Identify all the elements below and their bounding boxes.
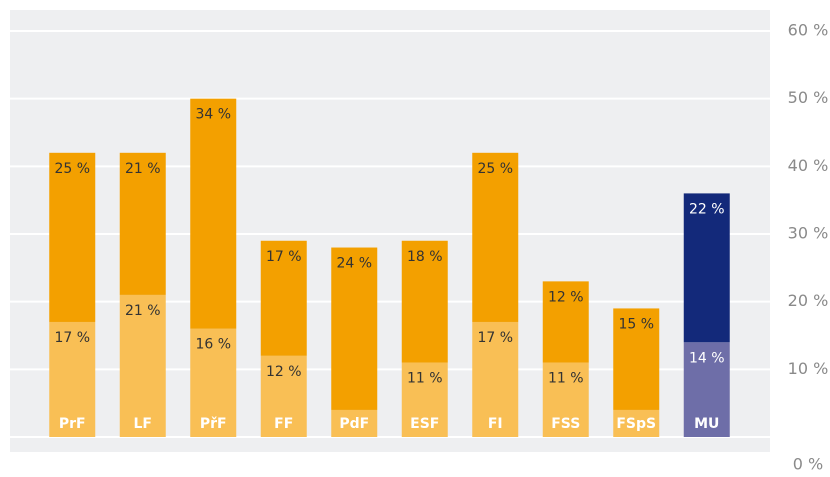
category-label: LF xyxy=(134,416,152,432)
bar-segment xyxy=(683,193,730,343)
bar-segment xyxy=(119,152,166,295)
data-label: 12 % xyxy=(266,364,302,380)
data-label: 25 % xyxy=(54,161,90,177)
data-label: 25 % xyxy=(477,161,513,177)
y-tick-label: 40 % xyxy=(788,156,829,175)
data-label: 17 % xyxy=(266,249,302,265)
bar-segment xyxy=(472,152,519,322)
bar-segment xyxy=(260,355,307,437)
category-label: FSS xyxy=(551,416,580,432)
bar-segment xyxy=(49,321,96,437)
data-label: 34 % xyxy=(195,107,231,123)
bar-segment xyxy=(190,328,237,437)
data-label: 12 % xyxy=(548,289,584,305)
bar-segment xyxy=(260,240,307,356)
category-label: MU xyxy=(694,416,719,432)
category-label: FSpS xyxy=(616,416,656,432)
category-label: PdF xyxy=(339,416,369,432)
category-label: FF xyxy=(274,416,293,432)
bar-segment xyxy=(190,98,237,329)
bar-segment xyxy=(683,342,730,437)
bar-segment xyxy=(331,247,378,410)
data-label: 18 % xyxy=(407,249,443,265)
category-label: PřF xyxy=(200,416,227,432)
bar-segment xyxy=(613,308,660,410)
category-label: PrF xyxy=(59,416,86,432)
data-label: 11 % xyxy=(407,371,443,387)
bar-segment xyxy=(613,409,660,437)
y-tick-label: 50 % xyxy=(788,88,829,107)
bar-segment xyxy=(331,409,378,437)
bar-segment xyxy=(401,362,448,437)
data-label: 14 % xyxy=(689,350,725,366)
bar-segment xyxy=(542,281,589,363)
bar-segment xyxy=(49,152,96,322)
y-tick-label: 30 % xyxy=(788,224,829,243)
data-label: 21 % xyxy=(125,161,161,177)
y-tick-label: 10 % xyxy=(788,359,829,378)
bar-segment xyxy=(472,321,519,437)
bar-segment xyxy=(401,240,448,363)
y-tick-label: 20 % xyxy=(788,291,829,310)
bar-segment xyxy=(542,362,589,437)
data-label: 17 % xyxy=(477,330,513,346)
category-label: FI xyxy=(488,416,503,432)
data-label: 24 % xyxy=(336,256,372,272)
data-label: 16 % xyxy=(195,337,231,353)
data-label: 22 % xyxy=(689,201,725,217)
bar-segment xyxy=(119,294,166,437)
category-label: ESF xyxy=(410,416,439,432)
y-tick-label: 0 % xyxy=(793,455,823,474)
data-label: 11 % xyxy=(548,371,584,387)
y-tick-label: 60 % xyxy=(788,21,829,40)
data-label: 15 % xyxy=(618,316,654,332)
data-label: 21 % xyxy=(125,303,161,319)
data-label: 17 % xyxy=(54,330,90,346)
